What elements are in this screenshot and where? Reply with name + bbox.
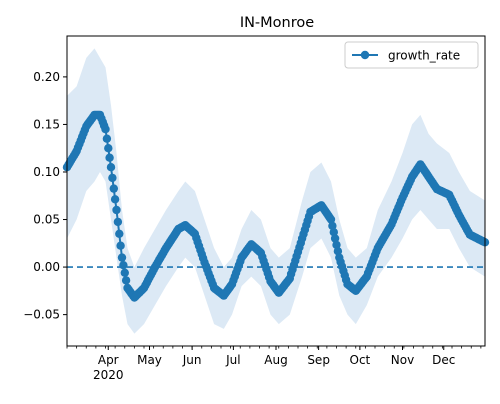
data-point bbox=[120, 268, 129, 277]
y-tick-label: 0.20 bbox=[33, 70, 60, 84]
data-point bbox=[116, 241, 125, 250]
x-tick-sublabel: 2020 bbox=[93, 368, 124, 382]
y-tick-label: 0.15 bbox=[33, 117, 60, 131]
data-point bbox=[333, 247, 343, 256]
x-tick-label: Jun bbox=[182, 353, 202, 367]
data-point bbox=[110, 195, 120, 204]
data-point bbox=[115, 229, 124, 238]
x-tick-label: Dec bbox=[432, 353, 455, 367]
y-tick-label: 0.05 bbox=[33, 213, 60, 227]
data-point bbox=[109, 184, 119, 193]
chart-title: IN-Monroe bbox=[240, 15, 314, 31]
legend-box bbox=[344, 41, 479, 69]
data-point bbox=[326, 215, 336, 224]
y-tick-label: 0.00 bbox=[33, 260, 60, 274]
x-tick-label: Jul bbox=[225, 353, 240, 367]
data-point bbox=[328, 221, 337, 231]
x-tick-label: Aug bbox=[264, 353, 287, 367]
legend: growth_rate bbox=[344, 41, 479, 69]
x-tick-label: Apr bbox=[98, 353, 119, 367]
y-tick-label: 0.10 bbox=[33, 165, 60, 179]
data-point bbox=[330, 234, 340, 243]
data-point bbox=[117, 253, 127, 262]
legend-marker bbox=[360, 50, 370, 60]
y-tick-label: −0.05 bbox=[23, 308, 60, 322]
data-point bbox=[104, 144, 113, 153]
data-point bbox=[101, 125, 110, 134]
data-point bbox=[332, 240, 341, 250]
data-point bbox=[329, 228, 338, 237]
data-point bbox=[108, 173, 117, 183]
confidence-band-layer bbox=[67, 48, 485, 334]
data-point bbox=[102, 134, 112, 143]
data-point bbox=[106, 163, 116, 172]
x-tick-label: Oct bbox=[350, 353, 371, 367]
data-point bbox=[112, 205, 121, 215]
data-point bbox=[105, 153, 114, 162]
legend-label: growth_rate bbox=[388, 49, 460, 63]
series-layer bbox=[62, 110, 490, 302]
data-point bbox=[119, 261, 128, 270]
x-tick-label: Sep bbox=[307, 353, 330, 367]
confidence-band bbox=[67, 48, 485, 334]
data-point bbox=[113, 217, 123, 227]
x-tick-label: May bbox=[137, 353, 162, 367]
data-point bbox=[121, 276, 131, 285]
x-tick-label: Nov bbox=[391, 353, 414, 367]
